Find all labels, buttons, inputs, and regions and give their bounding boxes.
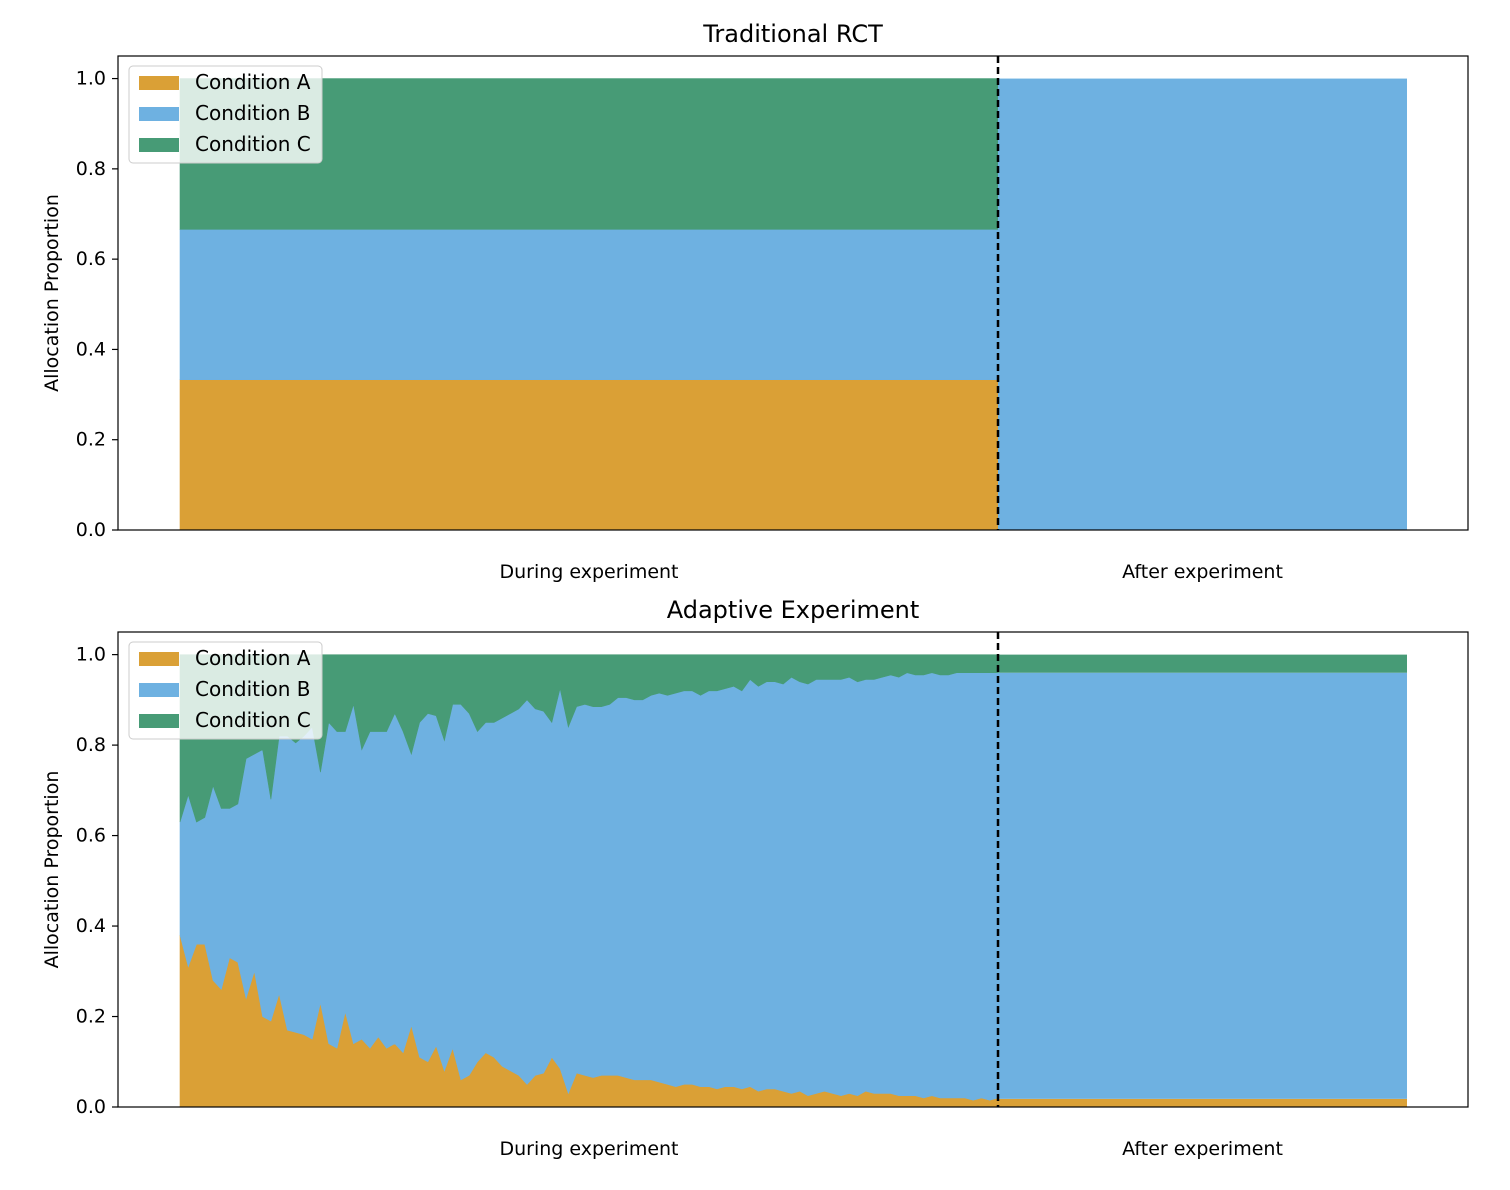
y-axis-label: Allocation Proportion bbox=[41, 771, 63, 969]
y-tick-label: 0.0 bbox=[76, 519, 106, 541]
area-after-condition-b bbox=[998, 672, 1407, 1099]
area-after-condition-b bbox=[998, 78, 1407, 531]
legend-swatch bbox=[139, 714, 179, 728]
x-tick-label: After experiment bbox=[1122, 1138, 1283, 1160]
legend: Condition A Condition B Condition C bbox=[128, 65, 323, 164]
chart-panel-2: 0.0 0.2 0.4 0.6 0.8 1.0 During experiment After… bbox=[41, 596, 1469, 1160]
y-tick-label: 0.2 bbox=[76, 429, 106, 451]
axes-frame bbox=[117, 55, 1469, 531]
legend-swatch bbox=[139, 683, 179, 697]
y-tick-label: 0.2 bbox=[76, 1006, 106, 1028]
area-after-condition-a bbox=[998, 1098, 1407, 1107]
y-tick-label: 0.4 bbox=[76, 338, 106, 360]
x-tick-label: During experiment bbox=[499, 561, 678, 583]
legend-swatch bbox=[139, 107, 179, 121]
legend-swatch bbox=[139, 652, 179, 666]
y-tick-label: 1.0 bbox=[76, 68, 106, 90]
y-tick-label: 0.6 bbox=[76, 248, 106, 270]
chart-title: Traditional RCT bbox=[702, 20, 883, 48]
chart-title: Adaptive Experiment bbox=[667, 596, 920, 624]
area-during-condition-a bbox=[179, 379, 999, 531]
y-axis-label: Allocation Proportion bbox=[41, 194, 63, 392]
y-tick-label: 0.8 bbox=[76, 734, 106, 756]
legend-label: Condition C bbox=[195, 708, 311, 732]
legend-label: Condition C bbox=[195, 132, 311, 156]
area-during-condition-b bbox=[179, 229, 999, 380]
axes-frame bbox=[117, 631, 1469, 1108]
legend-swatch bbox=[139, 76, 179, 90]
y-tick-label: 1.0 bbox=[76, 644, 106, 666]
y-tick-label: 0.4 bbox=[76, 915, 106, 937]
legend: Condition A Condition B Condition C bbox=[128, 641, 323, 740]
y-tick-label: 0.8 bbox=[76, 158, 106, 180]
legend-label: Condition B bbox=[195, 101, 311, 125]
chart-panel-1: 0.0 0.2 0.4 0.6 0.8 1.0 During experiment After… bbox=[41, 20, 1469, 583]
legend-swatch bbox=[139, 138, 179, 152]
area-after-condition-c bbox=[998, 654, 1407, 673]
x-tick-label: During experiment bbox=[499, 1138, 678, 1160]
legend-label: Condition A bbox=[195, 646, 311, 670]
legend-label: Condition A bbox=[195, 70, 311, 94]
legend-label: Condition B bbox=[195, 677, 311, 701]
x-tick-label: After experiment bbox=[1122, 561, 1283, 583]
y-tick-label: 0.6 bbox=[76, 825, 106, 847]
y-tick-label: 0.0 bbox=[76, 1096, 106, 1118]
